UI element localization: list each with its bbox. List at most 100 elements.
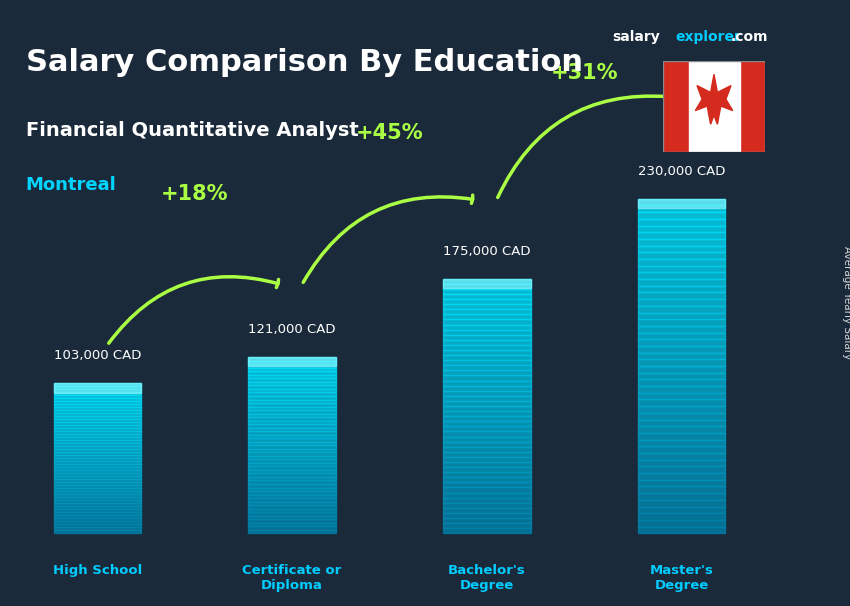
Bar [54, 518, 141, 521]
Text: +45%: +45% [355, 123, 423, 144]
Bar [248, 449, 336, 452]
Bar [638, 439, 725, 446]
Bar [443, 427, 530, 431]
Bar [638, 393, 725, 399]
Bar [638, 279, 725, 286]
Bar [248, 389, 336, 393]
Bar [248, 498, 336, 502]
Bar [638, 245, 725, 252]
Bar [248, 452, 336, 456]
Bar [443, 482, 530, 487]
Bar [443, 457, 530, 462]
Text: 103,000 CAD: 103,000 CAD [54, 349, 141, 362]
Bar [54, 504, 141, 507]
Bar [443, 498, 530, 503]
Bar [248, 530, 336, 533]
Text: Average Yearly Salary: Average Yearly Salary [842, 247, 850, 359]
Bar [54, 447, 141, 450]
Bar [54, 416, 141, 419]
Text: Financial Quantitative Analyst: Financial Quantitative Analyst [26, 121, 358, 140]
Bar [54, 384, 141, 393]
Bar [443, 401, 530, 406]
Bar [443, 381, 530, 385]
Bar [248, 487, 336, 491]
Bar [443, 431, 530, 436]
Bar [248, 470, 336, 473]
Bar [248, 463, 336, 467]
Bar [248, 371, 336, 375]
Bar [638, 252, 725, 259]
Text: salary: salary [612, 30, 660, 44]
Text: .com: .com [731, 30, 768, 44]
Bar [54, 390, 141, 393]
Bar [443, 345, 530, 350]
Bar [54, 507, 141, 509]
Bar [638, 460, 725, 467]
Bar [638, 413, 725, 419]
Bar [638, 265, 725, 272]
Bar [443, 391, 530, 396]
Bar [54, 422, 141, 425]
Bar [443, 396, 530, 401]
Bar [638, 467, 725, 473]
Bar [443, 472, 530, 478]
Bar [443, 406, 530, 411]
Bar [248, 358, 336, 367]
Bar [638, 419, 725, 426]
Bar [443, 518, 530, 523]
Bar [443, 284, 530, 289]
Bar [638, 319, 725, 326]
Bar [248, 477, 336, 481]
Bar [54, 512, 141, 515]
Bar [443, 365, 530, 370]
Bar [443, 487, 530, 493]
Bar [248, 526, 336, 530]
Bar [248, 481, 336, 484]
Bar [54, 407, 141, 410]
Bar [54, 501, 141, 504]
Bar [248, 456, 336, 459]
Bar [638, 293, 725, 299]
Bar [248, 364, 336, 368]
Bar [638, 373, 725, 379]
Bar [638, 326, 725, 333]
Bar [54, 461, 141, 464]
Text: 230,000 CAD: 230,000 CAD [638, 165, 725, 178]
Bar [248, 505, 336, 508]
Bar [443, 289, 530, 294]
Bar [638, 433, 725, 439]
Bar [54, 509, 141, 512]
Bar [248, 467, 336, 470]
Bar [248, 491, 336, 494]
Bar [54, 473, 141, 476]
Bar [54, 396, 141, 399]
Bar [638, 313, 725, 319]
Bar [638, 346, 725, 353]
Polygon shape [695, 75, 733, 124]
Bar [638, 426, 725, 433]
Bar [54, 435, 141, 438]
Bar [54, 527, 141, 530]
Bar [688, 61, 740, 152]
Bar [638, 299, 725, 306]
Bar [248, 403, 336, 407]
Bar [54, 494, 141, 498]
Bar [54, 431, 141, 435]
Bar [248, 382, 336, 385]
Bar [638, 306, 725, 313]
Bar [248, 375, 336, 378]
Bar [638, 493, 725, 500]
Bar [638, 212, 725, 219]
Bar [54, 455, 141, 458]
Bar [443, 421, 530, 427]
Bar [248, 431, 336, 435]
Bar [54, 404, 141, 407]
Bar [248, 512, 336, 516]
Bar [638, 500, 725, 507]
Bar [638, 480, 725, 487]
Bar [638, 333, 725, 339]
Bar [54, 453, 141, 455]
Bar [54, 399, 141, 401]
Bar [663, 61, 688, 152]
Bar [443, 355, 530, 360]
